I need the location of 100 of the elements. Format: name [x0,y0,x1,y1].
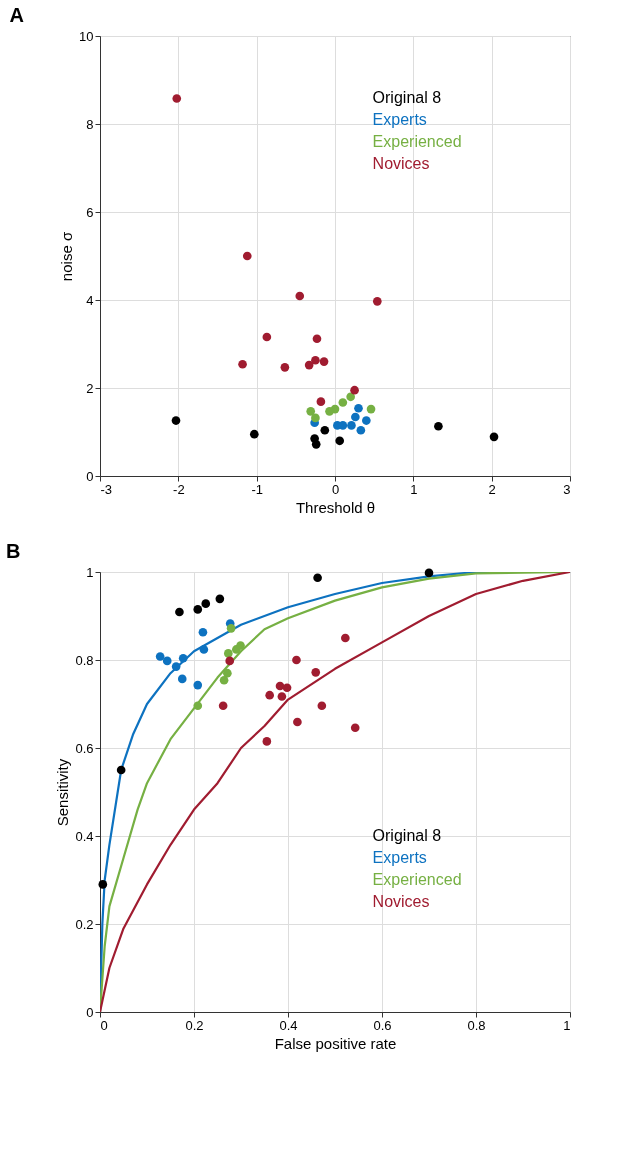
point [338,398,348,407]
point [312,334,322,344]
y-axis-title: Sensitivity [54,758,72,827]
point [277,692,287,701]
point [306,407,316,416]
y-tick-label: 0 [86,1004,94,1020]
x-axis-title: False positive rate [274,1034,397,1052]
point [162,656,172,666]
point [280,363,290,372]
chart-title: A [9,4,24,26]
point [177,674,187,684]
point [198,627,208,637]
point [341,633,350,643]
x-tick-label: -1 [251,481,263,497]
x-axis-title: Threshold θ [295,498,376,516]
point [293,717,302,727]
point [155,652,165,661]
point [223,668,232,678]
point [335,436,345,446]
point [311,355,320,365]
point [304,360,314,370]
point [193,680,203,690]
point [311,668,321,677]
point [347,421,356,430]
point [199,645,209,654]
point [242,251,252,261]
point [351,412,360,422]
point [317,701,327,711]
point [219,675,229,685]
point [175,607,184,617]
point [282,683,292,693]
point [238,359,247,369]
y-tick-label: 0 [86,468,94,484]
y-tick-label: 2 [86,380,94,396]
point [356,425,366,435]
point [265,690,274,700]
point [424,568,434,578]
x-tick-label: 0.6 [373,1017,392,1033]
text: Experts [372,110,427,128]
point [350,723,360,733]
point [116,765,126,775]
point [193,605,203,614]
point [215,594,225,604]
y-tick-label: 8 [86,116,94,132]
x-tick-label: -2 [173,481,185,497]
point [262,737,272,746]
point [366,404,376,414]
x-tick-label: 1 [410,481,418,497]
y-tick-label: 0.8 [75,652,94,668]
y-tick-label: 6 [86,204,94,220]
x-tick-label: 0.4 [279,1017,298,1033]
point [292,655,301,665]
point [316,397,326,406]
text: Experienced [372,871,462,888]
point [225,656,235,666]
point [319,357,329,366]
y-tick-label: 1 [86,564,94,580]
point [311,413,320,423]
point [320,425,330,435]
point [171,662,181,671]
y-tick-label: 0.2 [75,916,94,932]
point [313,573,322,583]
y-axis-title: noise σ [58,231,76,282]
text: Original 8 [372,88,442,106]
x-tick-label: 0.8 [467,1017,486,1033]
point [489,432,499,442]
point [346,392,355,402]
text: Experienced [372,132,462,150]
point [262,332,272,342]
point [249,429,259,439]
point [236,641,245,650]
point [223,649,233,658]
point [171,416,181,425]
x-tick-label: 1 [563,1017,571,1033]
x-tick-label: 0.2 [185,1017,204,1033]
x-tick-label: 2 [488,481,496,497]
point [226,624,236,633]
x-tick-label: 0 [100,1017,108,1033]
point [193,701,203,711]
point [172,94,182,103]
point [98,880,108,889]
text: Novices [372,893,430,910]
point [362,416,371,425]
point [434,421,443,431]
x-tick-label: 0 [331,481,340,497]
x-tick-label: -3 [100,481,113,497]
text: Novices [372,154,430,172]
point [325,407,334,416]
point [354,403,363,413]
point [295,291,305,301]
text: Original 8 [372,827,442,844]
x-tick-label: 3 [563,481,571,497]
y-tick-label: 0.4 [75,828,94,844]
point [350,385,359,395]
point [201,599,211,608]
point [178,653,188,663]
point [372,297,382,306]
y-tick-label: 0.6 [75,740,94,756]
point [218,701,228,711]
chart-title: B [5,540,21,562]
